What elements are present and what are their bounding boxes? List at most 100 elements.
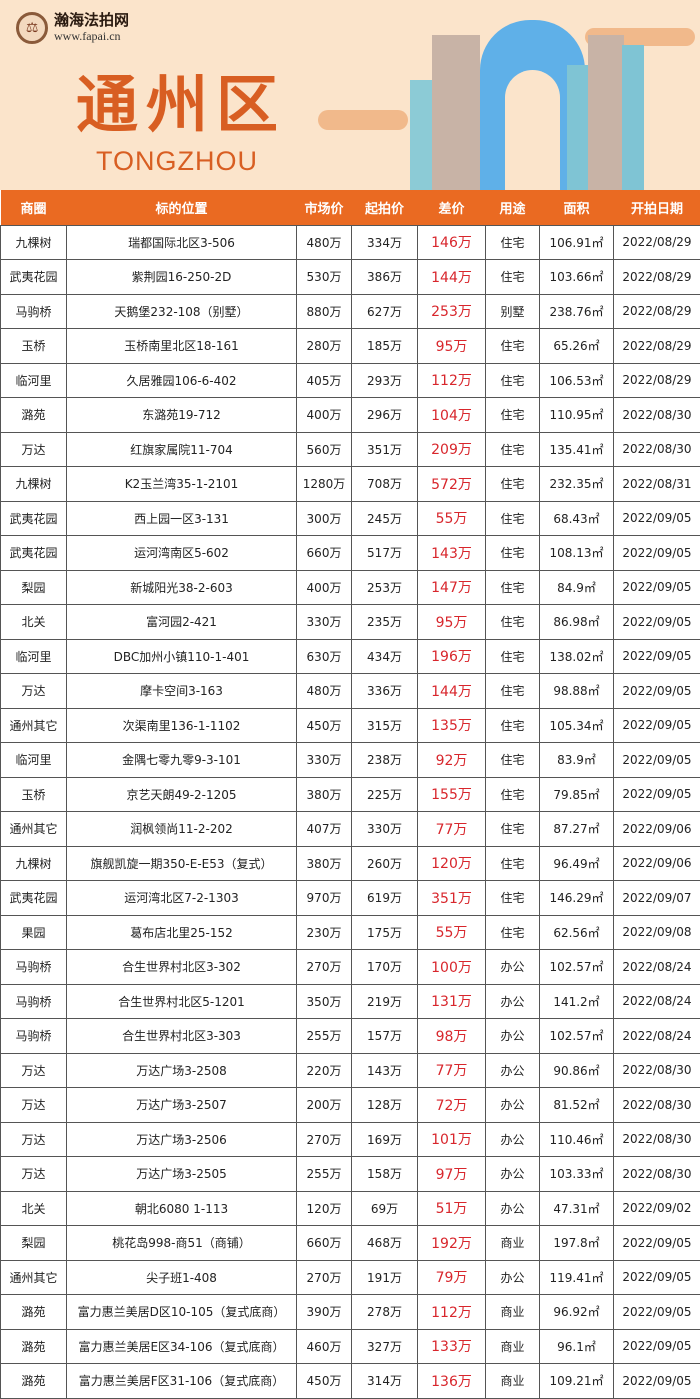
cell-market-price: 390万 — [297, 1295, 352, 1330]
cell-price-difference: 131万 — [418, 984, 486, 1019]
cell-location: 东潞苑19-712 — [67, 398, 297, 433]
cell-market-price: 220万 — [297, 1053, 352, 1088]
cell-auction-date: 2022/08/29 — [614, 294, 700, 329]
cell-start-price: 169万 — [352, 1122, 418, 1157]
cell-market-price: 460万 — [297, 1329, 352, 1364]
cell-auction-date: 2022/08/30 — [614, 432, 700, 467]
cell-auction-date: 2022/09/05 — [614, 536, 700, 571]
cell-location: 瑞都国际北区3-506 — [67, 225, 297, 260]
cell-usage: 住宅 — [486, 398, 540, 433]
cell-market-price: 450万 — [297, 708, 352, 743]
cell-district: 武夷花园 — [1, 536, 67, 571]
cell-usage: 住宅 — [486, 501, 540, 536]
cell-start-price: 219万 — [352, 984, 418, 1019]
cell-location: 紫荆园16-250-2D — [67, 260, 297, 295]
cell-location: 久居雅园106-6-402 — [67, 363, 297, 398]
cell-district: 万达 — [1, 1053, 67, 1088]
cell-area: 141.2㎡ — [540, 984, 614, 1019]
cell-location: 万达广场3-2508 — [67, 1053, 297, 1088]
cell-price-difference: 112万 — [418, 1295, 486, 1330]
cell-price-difference: 209万 — [418, 432, 486, 467]
cell-district: 万达 — [1, 674, 67, 709]
logo-name: 瀚海法拍网 — [54, 12, 129, 29]
cell-district: 武夷花园 — [1, 881, 67, 916]
cell-price-difference: 120万 — [418, 846, 486, 881]
cell-start-price: 336万 — [352, 674, 418, 709]
cell-district: 梨园 — [1, 1226, 67, 1261]
cell-start-price: 293万 — [352, 363, 418, 398]
cell-start-price: 238万 — [352, 743, 418, 778]
column-header-location: 标的位置 — [67, 190, 297, 225]
cell-usage: 住宅 — [486, 467, 540, 502]
cell-auction-date: 2022/08/30 — [614, 398, 700, 433]
banner: ⚖ 瀚海法拍网 www.fapai.cn 通州区 TONGZHOU — [0, 0, 700, 190]
cell-usage: 住宅 — [486, 777, 540, 812]
cell-start-price: 619万 — [352, 881, 418, 916]
cell-usage: 办公 — [486, 1260, 540, 1295]
cell-auction-date: 2022/08/30 — [614, 1053, 700, 1088]
cell-district: 马驹桥 — [1, 984, 67, 1019]
cell-usage: 商业 — [486, 1329, 540, 1364]
cell-price-difference: 112万 — [418, 363, 486, 398]
cell-usage: 住宅 — [486, 846, 540, 881]
cell-district: 玉桥 — [1, 777, 67, 812]
cell-district: 临河里 — [1, 743, 67, 778]
logo-url: www.fapai.cn — [54, 29, 129, 44]
cell-district: 九棵树 — [1, 467, 67, 502]
cell-area: 232.35㎡ — [540, 467, 614, 502]
cell-location: 尖子班1-408 — [67, 1260, 297, 1295]
cell-auction-date: 2022/09/05 — [614, 777, 700, 812]
cell-usage: 办公 — [486, 1019, 540, 1054]
cell-district: 武夷花园 — [1, 501, 67, 536]
building-illustration — [622, 45, 644, 190]
cell-location: 富河园2-421 — [67, 605, 297, 640]
cell-area: 96.92㎡ — [540, 1295, 614, 1330]
cell-market-price: 270万 — [297, 1260, 352, 1295]
table-header: 商圈标的位置市场价起拍价差价用途面积开拍日期 — [1, 190, 700, 225]
cell-market-price: 405万 — [297, 363, 352, 398]
cell-location: 西上园一区3-131 — [67, 501, 297, 536]
cell-location: 朝北6080 1-113 — [67, 1191, 297, 1226]
cell-auction-date: 2022/09/05 — [614, 1364, 700, 1399]
cell-start-price: 708万 — [352, 467, 418, 502]
column-header-auction-date: 开拍日期 — [614, 190, 700, 225]
cell-start-price: 327万 — [352, 1329, 418, 1364]
cell-usage: 住宅 — [486, 536, 540, 571]
cell-price-difference: 55万 — [418, 915, 486, 950]
cloud-decoration — [318, 110, 408, 130]
cell-market-price: 660万 — [297, 1226, 352, 1261]
cell-usage: 住宅 — [486, 260, 540, 295]
cell-area: 119.41㎡ — [540, 1260, 614, 1295]
cell-area: 98.88㎡ — [540, 674, 614, 709]
cell-usage: 办公 — [486, 984, 540, 1019]
cell-auction-date: 2022/09/05 — [614, 1295, 700, 1330]
cell-usage: 办公 — [486, 950, 540, 985]
cell-location: 金隅七零九零9-3-101 — [67, 743, 297, 778]
cell-location: 合生世界村北区3-303 — [67, 1019, 297, 1054]
logo: ⚖ 瀚海法拍网 www.fapai.cn — [16, 12, 129, 44]
cell-district: 梨园 — [1, 570, 67, 605]
cell-location: K2玉兰湾35-1-2101 — [67, 467, 297, 502]
cell-market-price: 530万 — [297, 260, 352, 295]
cell-area: 65.26㎡ — [540, 329, 614, 364]
cell-auction-date: 2022/08/29 — [614, 225, 700, 260]
cell-start-price: 245万 — [352, 501, 418, 536]
cell-district: 万达 — [1, 1088, 67, 1123]
cell-market-price: 560万 — [297, 432, 352, 467]
cell-start-price: 158万 — [352, 1157, 418, 1192]
cell-auction-date: 2022/08/24 — [614, 950, 700, 985]
cell-auction-date: 2022/09/05 — [614, 570, 700, 605]
cell-market-price: 400万 — [297, 398, 352, 433]
